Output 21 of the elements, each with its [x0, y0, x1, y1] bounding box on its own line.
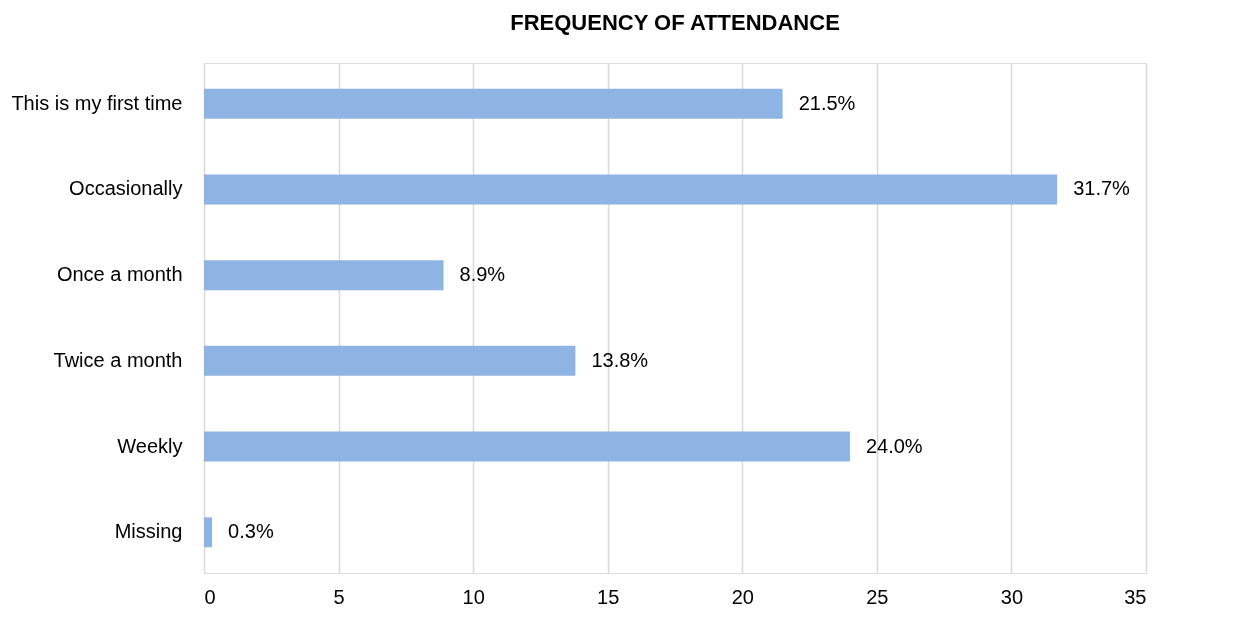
data-label: 24.0%	[865, 434, 923, 457]
x-tick-label: 15	[597, 585, 620, 608]
x-tick-label: 35	[1124, 585, 1147, 608]
chart-title: FREQUENCY OF ATTENDANCE	[510, 10, 840, 35]
x-tick-label: 30	[1000, 585, 1024, 608]
y-tick-label: Twice a month	[53, 348, 183, 371]
y-tick-label: Weekly	[117, 434, 183, 457]
y-tick-label: Missing	[114, 520, 183, 543]
x-tick-label: 5	[333, 585, 345, 608]
data-label: 0.3%	[228, 520, 274, 543]
data-label: 31.7%	[1073, 177, 1131, 200]
data-label: 21.5%	[798, 91, 856, 114]
x-tick-label: 0	[204, 585, 216, 608]
y-tick-label: This is my first time	[11, 91, 183, 114]
data-label: 13.8%	[591, 348, 649, 371]
x-tick-label: 20	[731, 585, 754, 608]
x-tick-label: 25	[866, 585, 889, 608]
y-tick-label: Occasionally	[69, 177, 183, 200]
y-tick-label: Once a month	[56, 263, 183, 286]
data-label: 8.9%	[459, 263, 506, 286]
x-tick-label: 10	[462, 585, 485, 608]
